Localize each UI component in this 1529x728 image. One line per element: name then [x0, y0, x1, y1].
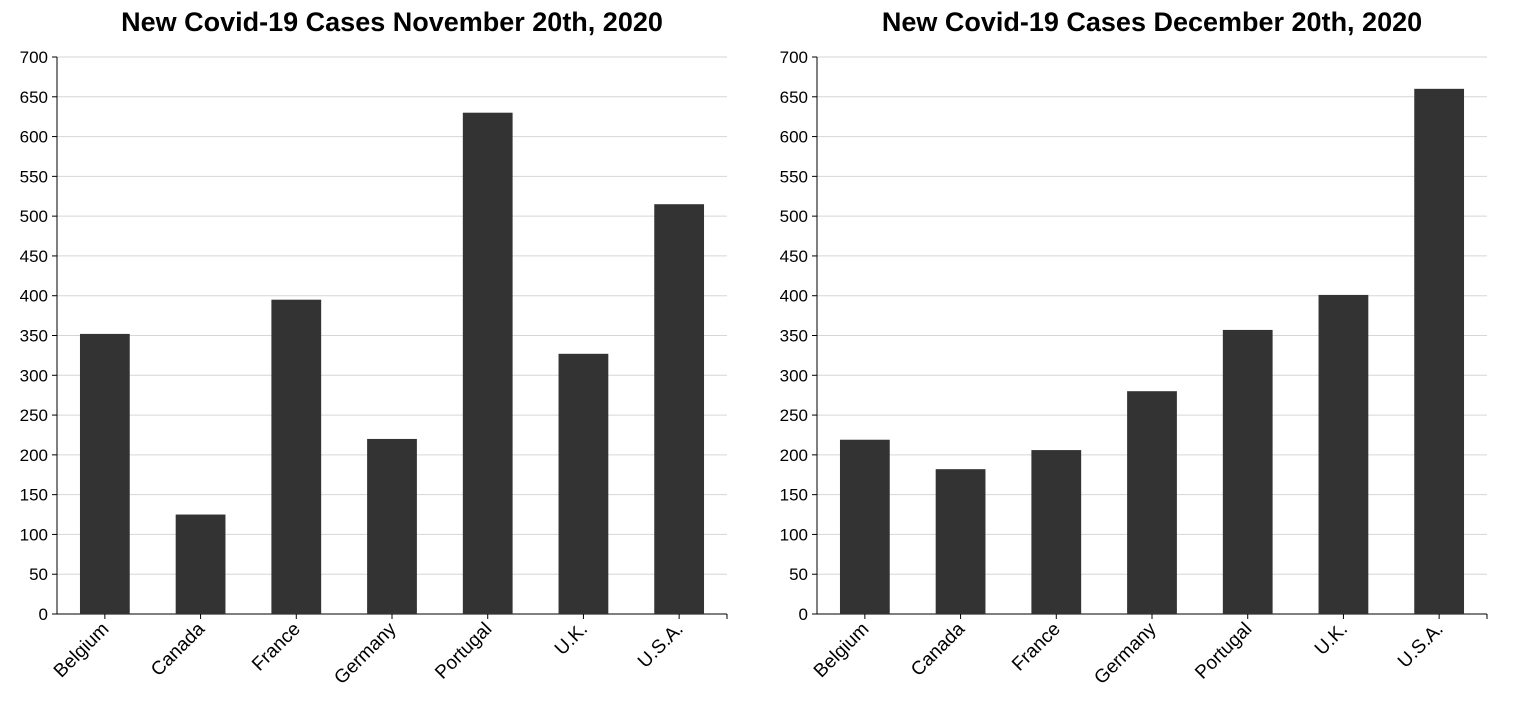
y-tick-label: 500 [20, 207, 48, 226]
x-tick-label: U.S.A. [634, 619, 688, 673]
bar-u-k [1318, 294, 1369, 614]
x-tick-label: France [1008, 619, 1065, 676]
bar-u-s-a [654, 204, 705, 614]
y-tick-label: 300 [20, 366, 48, 385]
x-tick-label: U.K. [1311, 619, 1352, 660]
chart-title: New Covid-19 Cases November 20th, 2020 [121, 7, 663, 37]
y-tick-label: 250 [20, 406, 48, 425]
chart-1: New Covid-19 Cases November 20th, 2020 0 5… [20, 7, 728, 689]
y-tick-label: 550 [20, 167, 48, 186]
bar-france [1031, 450, 1082, 614]
y-tick-label: 200 [780, 446, 808, 465]
y-tick-label: 50 [789, 565, 808, 584]
y-tick-label: 0 [799, 605, 808, 624]
y-tick-label: 650 [20, 88, 48, 107]
y-tick-label: 350 [780, 327, 808, 346]
y-tick-label: 100 [780, 525, 808, 544]
y-tick-label: 400 [780, 287, 808, 306]
y-tick-label: 500 [780, 207, 808, 226]
x-tick-label: Portugal [431, 619, 496, 684]
bar-u-k [558, 353, 609, 614]
y-tick-label: 200 [20, 446, 48, 465]
bar-canada [175, 514, 226, 614]
bar-france [271, 299, 322, 614]
x-tick-label: Germany [1090, 618, 1160, 688]
y-tick-label: 350 [20, 327, 48, 346]
y-tick-label: 0 [39, 605, 48, 624]
y-tick-label: 400 [20, 287, 48, 306]
x-tick-label: U.S.A. [1394, 619, 1448, 673]
y-tick-label: 600 [780, 128, 808, 147]
y-tick-label: 700 [780, 48, 808, 67]
chart-2: New Covid-19 Cases December 20th, 2020 0 5… [780, 7, 1488, 689]
y-tick-label: 450 [20, 247, 48, 266]
x-tick-label: U.K. [551, 619, 592, 660]
x-tick-label: Germany [330, 618, 400, 688]
chart-title: New Covid-19 Cases December 20th, 2020 [882, 7, 1422, 37]
bar-u-s-a [1414, 88, 1465, 615]
y-tick-label: 550 [780, 167, 808, 186]
x-tick-label: Belgium [810, 619, 873, 682]
bar-belgium [79, 333, 130, 614]
y-tick-label: 150 [780, 486, 808, 505]
y-tick-label: 650 [780, 88, 808, 107]
y-tick-label: 700 [20, 48, 48, 67]
bar-portugal [462, 112, 513, 614]
y-tick-label: 300 [780, 366, 808, 385]
bar-germany [367, 438, 417, 614]
bar-portugal [1222, 329, 1273, 614]
y-tick-label: 600 [20, 128, 48, 147]
x-tick-label: Portugal [1191, 619, 1256, 684]
y-tick-label: 50 [29, 565, 48, 584]
bar-germany [1127, 391, 1177, 614]
bar-canada [935, 469, 986, 614]
x-tick-label: Canada [147, 618, 209, 680]
x-tick-label: Belgium [50, 619, 113, 682]
x-tick-label: France [248, 619, 305, 676]
bar-belgium [839, 439, 890, 614]
y-tick-label: 100 [20, 525, 48, 544]
x-tick-label: Canada [907, 618, 969, 680]
y-tick-label: 150 [20, 486, 48, 505]
y-tick-label: 250 [780, 406, 808, 425]
y-tick-label: 450 [780, 247, 808, 266]
